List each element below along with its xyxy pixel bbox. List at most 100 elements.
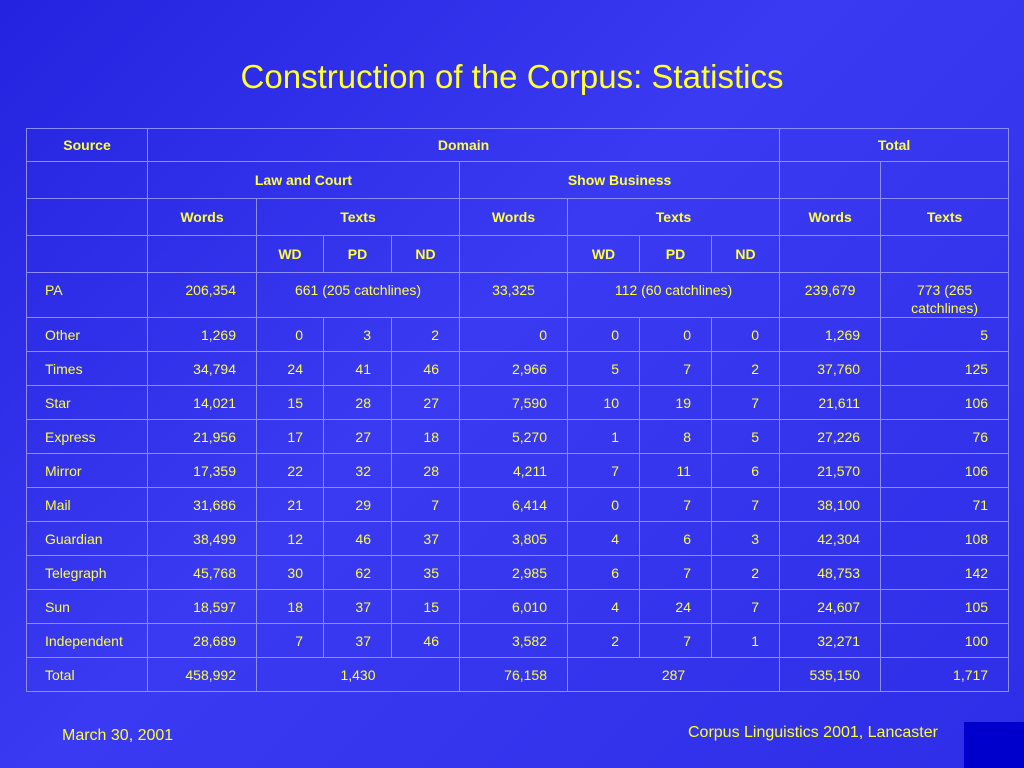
header-show-words: Words <box>459 198 568 236</box>
table-row: Sun 18,597 18 37 15 6,010 4 24 7 24,607 105 <box>26 589 1010 624</box>
cell-source: Telegraph <box>26 555 148 590</box>
header-law-wd: WD <box>256 235 324 273</box>
cell-show-words: 3,582 <box>459 623 568 658</box>
cell-total-texts: 106 <box>880 385 1010 420</box>
cell-source: Guardian <box>26 521 148 556</box>
cell-show-pd: 7 <box>639 487 712 522</box>
cell-law-wd: 17 <box>256 419 324 454</box>
table-row: Times 34,794 24 41 46 2,966 5 7 2 37,760 125 <box>26 351 1010 386</box>
cell-show-wd: 10 <box>567 385 640 420</box>
cell-total-texts: 125 <box>880 351 1010 386</box>
cell-total-texts: 76 <box>880 419 1010 454</box>
cell-source: PA <box>26 272 148 318</box>
cell-show-wd: 1 <box>567 419 640 454</box>
cell-law-wd: 0 <box>256 317 324 352</box>
cell-law-texts: 1,430 <box>256 657 460 692</box>
cell-total-texts: 108 <box>880 521 1010 556</box>
cell-total-words: 27,226 <box>779 419 882 454</box>
header-law-nd: ND <box>391 235 460 273</box>
corner-box <box>964 722 1024 768</box>
cell-law-wd: 30 <box>256 555 324 590</box>
header-total: Total <box>779 128 1010 162</box>
header-row-domain: Source Domain Total <box>26 128 1010 162</box>
cell-law-texts: 661 (205 catchlines) <box>256 272 460 318</box>
header-row-words-texts: Words Texts Words Texts Words Texts <box>26 198 1010 236</box>
statistics-table: Source Domain Total Law and Court Show B… <box>26 128 1010 692</box>
table-row-pa: PA 206,354 661 (205 catchlines) 33,325 1… <box>26 272 1010 318</box>
cell-show-pd: 0 <box>639 317 712 352</box>
cell-show-pd: 11 <box>639 453 712 488</box>
cell-law-nd: 27 <box>391 385 460 420</box>
cell-law-pd: 62 <box>323 555 392 590</box>
cell-total-words: 239,679 <box>779 272 882 318</box>
cell-show-pd: 8 <box>639 419 712 454</box>
cell-law-wd: 21 <box>256 487 324 522</box>
cell-source: Star <box>26 385 148 420</box>
cell-law-nd: 35 <box>391 555 460 590</box>
cell-total-words: 535,150 <box>779 657 882 692</box>
cell-law-words: 458,992 <box>147 657 257 692</box>
cell-show-nd: 7 <box>710 487 781 522</box>
cell-source: Times <box>26 351 148 386</box>
cell-show-wd: 4 <box>567 521 640 556</box>
cell-show-words: 3,805 <box>459 521 568 556</box>
cell-source: Independent <box>26 623 148 658</box>
cell-show-nd: 2 <box>710 351 781 386</box>
cell-show-words: 0 <box>459 317 568 352</box>
header-show-pd: PD <box>639 235 712 273</box>
cell-law-wd: 18 <box>256 589 324 624</box>
table-row: Express 21,956 17 27 18 5,270 1 8 5 27,226 76 <box>26 419 1010 454</box>
cell-law-words: 206,354 <box>147 272 257 318</box>
cell-total-words: 21,570 <box>779 453 882 488</box>
cell-show-pd: 7 <box>639 351 712 386</box>
header-row-subdomain: Law and Court Show Business <box>26 161 1010 199</box>
cell-show-nd: 2 <box>710 555 781 590</box>
header-law-pd: PD <box>323 235 392 273</box>
cell-total-words: 24,607 <box>779 589 882 624</box>
table-row: Mail 31,686 21 29 7 6,414 0 7 7 38,100 71 <box>26 487 1010 522</box>
cell-source: Mail <box>26 487 148 522</box>
cell-show-words: 33,325 <box>459 272 568 318</box>
cell-show-words: 5,270 <box>459 419 568 454</box>
cell-total-texts: 100 <box>880 623 1010 658</box>
cell-law-pd: 29 <box>323 487 392 522</box>
table-row: Independent 28,689 7 37 46 3,582 2 7 1 32,271 100 <box>26 623 1010 658</box>
cell-source: Total <box>26 657 148 692</box>
cell-law-wd: 24 <box>256 351 324 386</box>
cell-law-nd: 15 <box>391 589 460 624</box>
cell-total-words: 37,760 <box>779 351 882 386</box>
cell-law-pd: 27 <box>323 419 392 454</box>
cell-show-words: 76,158 <box>459 657 568 692</box>
cell-source: Sun <box>26 589 148 624</box>
cell-show-pd: 24 <box>639 589 712 624</box>
cell-total-texts: 773 (265 catchlines) <box>880 272 1010 318</box>
table-row: Guardian 38,499 12 46 37 3,805 4 6 3 42,304 108 <box>26 521 1010 556</box>
cell-law-pd: 37 <box>323 623 392 658</box>
cell-law-nd: 46 <box>391 623 460 658</box>
header-law-words: Words <box>147 198 257 236</box>
cell-show-pd: 19 <box>639 385 712 420</box>
header-source: Source <box>26 128 148 162</box>
cell-show-wd: 6 <box>567 555 640 590</box>
footer-date: March 30, 2001 <box>62 727 174 744</box>
cell-law-nd: 37 <box>391 521 460 556</box>
cell-total-texts: 5 <box>880 317 1010 352</box>
cell-source: Mirror <box>26 453 148 488</box>
cell-law-nd: 2 <box>391 317 460 352</box>
cell-law-words: 34,794 <box>147 351 257 386</box>
cell-show-nd: 7 <box>710 385 781 420</box>
cell-law-wd: 15 <box>256 385 324 420</box>
table-row: Telegraph 45,768 30 62 35 2,985 6 7 2 48,753 142 <box>26 555 1010 590</box>
header-law-texts: Texts <box>256 198 460 236</box>
cell-total-words: 21,611 <box>779 385 882 420</box>
cell-total-words: 32,271 <box>779 623 882 658</box>
cell-show-nd: 5 <box>710 419 781 454</box>
cell-law-pd: 41 <box>323 351 392 386</box>
cell-law-words: 28,689 <box>147 623 257 658</box>
cell-law-wd: 7 <box>256 623 324 658</box>
cell-show-nd: 6 <box>710 453 781 488</box>
cell-law-words: 1,269 <box>147 317 257 352</box>
cell-total-words: 38,100 <box>779 487 882 522</box>
cell-law-wd: 22 <box>256 453 324 488</box>
cell-show-nd: 1 <box>710 623 781 658</box>
